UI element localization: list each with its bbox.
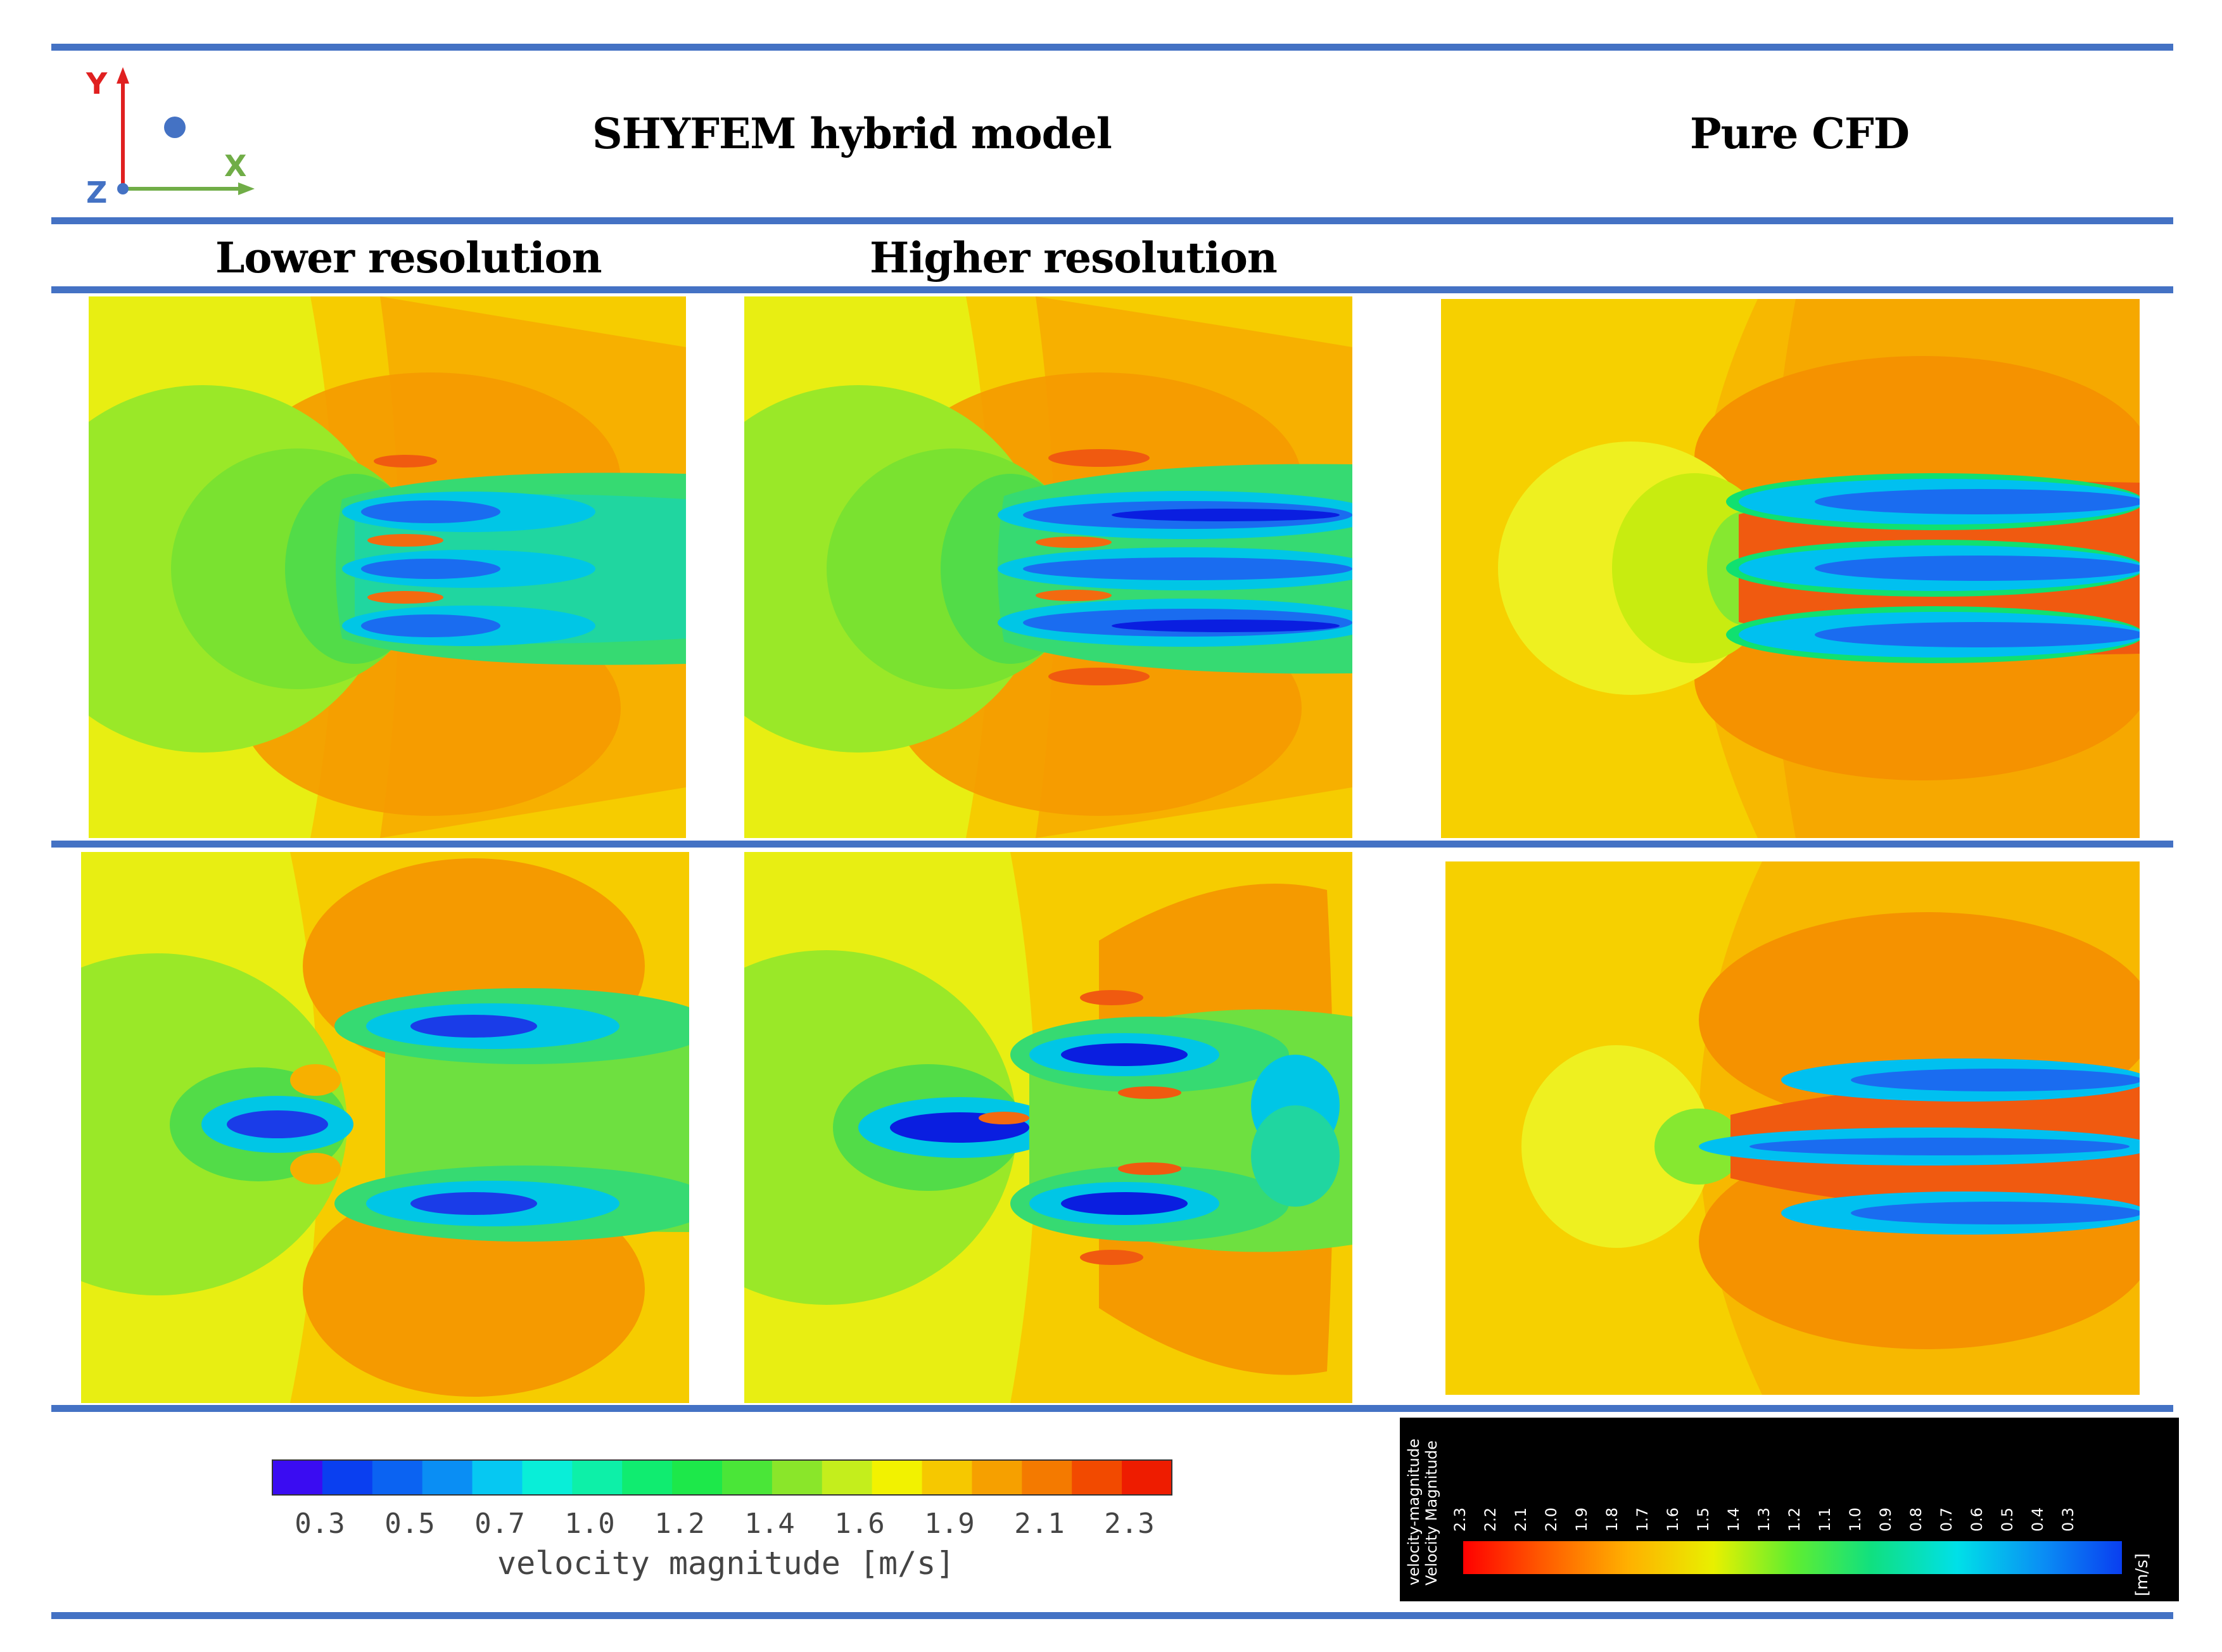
colorbar-pure-cfd-tick-label: 0.8 xyxy=(1907,1508,1925,1532)
colorbar-pure-cfd-title1: velocity-magnitude xyxy=(1405,1439,1423,1585)
header-rule xyxy=(51,217,2173,224)
panel-higher-res-row1 xyxy=(744,296,1352,838)
panel-lower-res-row1 xyxy=(89,296,686,838)
colorbar-shyfem-tick-label: 0.3 xyxy=(295,1508,345,1540)
colorbar-shyfem-swatch xyxy=(1022,1460,1073,1495)
colorbar-pure-cfd-tick-label: 1.7 xyxy=(1634,1508,1651,1532)
colorbar-shyfem-swatch xyxy=(722,1460,773,1495)
colorbar-pure-cfd-gradient xyxy=(1463,1541,2122,1574)
panel-pure-cfd-row2 xyxy=(1445,861,2140,1395)
colorbar-shyfem-swatch xyxy=(322,1460,373,1495)
colorbar-shyfem-swatch xyxy=(572,1460,623,1495)
colorbar-shyfem-swatch xyxy=(422,1460,473,1495)
colorbar-pure-cfd-tick-label: 1.2 xyxy=(1786,1508,1803,1532)
x-axis-label: X xyxy=(224,149,246,183)
colorbar-pure-cfd-tick-label: 1.1 xyxy=(1816,1508,1834,1532)
colorbar-shyfem-swatch xyxy=(1122,1460,1172,1495)
colorbar-shyfem-label: velocity magnitude [m/s] xyxy=(497,1545,955,1582)
colorbar-pure-cfd-tick-label: 1.5 xyxy=(1694,1508,1712,1532)
subheader-rule xyxy=(51,286,2173,293)
panel-higher-res-row2 xyxy=(744,852,1352,1403)
colorbar-pure-cfd-tick-label: 0.3 xyxy=(2059,1508,2077,1532)
colorbar-shyfem-tick-label: 1.0 xyxy=(564,1508,614,1540)
colorbar-pure-cfd-tick-label: 1.0 xyxy=(1846,1508,1864,1532)
colorbar-shyfem-tick-label: 1.9 xyxy=(924,1508,974,1540)
colorbar-shyfem-swatch xyxy=(972,1460,1023,1495)
z-axis-label: Z xyxy=(86,175,107,210)
colorbar-pure-cfd-tick-label: 1.9 xyxy=(1573,1508,1590,1532)
axes-indicator: Y X Z xyxy=(86,67,255,210)
shyfem-title: SHYFEM hybrid model xyxy=(592,109,1112,158)
bottom-rule xyxy=(51,1612,2173,1619)
colorbar-shyfem-swatch xyxy=(372,1460,423,1495)
colorbar-pure-cfd-tick-label: 0.4 xyxy=(2029,1508,2047,1532)
higher-resolution-label: Higher resolution xyxy=(870,233,1278,283)
colorbar-pure-cfd-tick-label: 0.9 xyxy=(1877,1508,1895,1532)
colorbar-pure-cfd-tick-label: 2.0 xyxy=(1542,1508,1560,1532)
z-direction-dot xyxy=(164,117,186,138)
colorbar-pure-cfd-tick-label: 1.6 xyxy=(1664,1508,1682,1532)
colorbar-shyfem-ticks: 0.3 0.5 0.7 1.0 1.2 1.4 1.6 1.9 2.1 2.3 xyxy=(295,1508,1154,1540)
colorbar-shyfem-swatch xyxy=(771,1460,823,1495)
colorbar-shyfem-tick-label: 0.5 xyxy=(384,1508,435,1540)
colorbar-pure-cfd-tick-label: 2.2 xyxy=(1482,1508,1499,1532)
colorbar-pure-cfd-ticks: 2.3 2.2 2.1 2.0 1.9 1.8 1.7 1.6 1.5 1.4 1.3 1.2 1.1 1… xyxy=(1451,1508,2077,1532)
panels-bottom-rule xyxy=(51,1405,2173,1412)
pure-cfd-title: Pure CFD xyxy=(1690,109,1910,158)
panel-lower-res-row2 xyxy=(81,852,689,1403)
y-axis-label: Y xyxy=(86,67,108,101)
colorbar-pure-cfd-title2: Velocity Magnitude xyxy=(1423,1440,1440,1585)
colorbar-pure-cfd-tick-label: 2.1 xyxy=(1512,1508,1530,1532)
colorbar-shyfem-swatch xyxy=(822,1460,873,1495)
colorbar-pure-cfd-unit: [m/s] xyxy=(2133,1553,2152,1596)
colorbar-pure-cfd-tick-label: 1.3 xyxy=(1755,1508,1773,1532)
colorbar-pure-cfd-tick-label: 1.8 xyxy=(1603,1508,1621,1532)
colorbar-shyfem-tick-label: 1.4 xyxy=(744,1508,794,1540)
colorbar-pure-cfd-tick-label: 2.3 xyxy=(1451,1508,1469,1532)
colorbar-shyfem-tick-label: 0.7 xyxy=(474,1508,524,1540)
colorbar-shyfem-swatch xyxy=(872,1460,923,1495)
colorbar-shyfem-swatch xyxy=(522,1460,573,1495)
colorbar-pure-cfd-tick-label: 1.4 xyxy=(1725,1508,1743,1532)
middle-rule xyxy=(51,841,2173,848)
colorbar-shyfem-tick-label: 2.3 xyxy=(1104,1508,1154,1540)
top-rule xyxy=(51,44,2173,51)
colorbar-shyfem-swatch xyxy=(272,1460,323,1495)
colorbar-shyfem-tick-label: 2.1 xyxy=(1014,1508,1064,1540)
colorbar-pure-cfd-tick-label: 0.7 xyxy=(1938,1508,1955,1532)
colorbar-shyfem-swatch xyxy=(672,1460,723,1495)
colorbar-shyfem-swatch xyxy=(472,1460,523,1495)
panel-pure-cfd-row1 xyxy=(1441,299,2140,838)
colorbar-shyfem-tick-label: 1.2 xyxy=(654,1508,704,1540)
colorbar-pure-cfd-tick-label: 0.5 xyxy=(1998,1508,2016,1532)
colorbar-shyfem-tick-label: 1.6 xyxy=(834,1508,884,1540)
colorbar-shyfem-swatch xyxy=(622,1460,673,1495)
colorbar-pure-cfd: velocity-magnitude Velocity Magnitude 2.… xyxy=(1400,1418,2179,1601)
colorbar-pure-cfd-tick-label: 0.6 xyxy=(1968,1508,1986,1532)
colorbar-shyfem-swatches xyxy=(272,1459,1172,1496)
lower-resolution-label: Lower resolution xyxy=(215,233,602,283)
colorbar-shyfem-swatch xyxy=(1072,1460,1123,1495)
colorbar-shyfem-swatch xyxy=(922,1460,973,1495)
colorbar-shyfem: 0.3 0.5 0.7 1.0 1.2 1.4 1.6 1.9 2.1 2.3 velocity … xyxy=(272,1459,1172,1582)
